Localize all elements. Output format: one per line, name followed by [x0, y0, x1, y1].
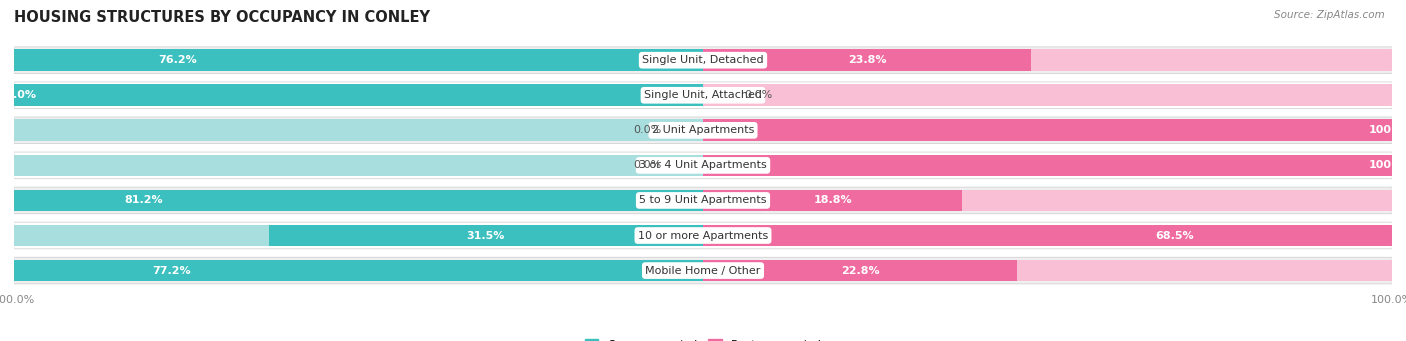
Bar	[0, 190, 703, 211]
FancyBboxPatch shape	[14, 117, 1392, 144]
Bar	[703, 225, 1406, 247]
Bar	[703, 154, 1392, 176]
Bar	[269, 225, 703, 247]
Text: 31.5%: 31.5%	[467, 231, 505, 240]
Text: 100.0%: 100.0%	[0, 90, 37, 100]
Bar	[703, 190, 962, 211]
Text: Mobile Home / Other: Mobile Home / Other	[645, 266, 761, 276]
FancyBboxPatch shape	[14, 152, 1392, 179]
Bar	[14, 154, 703, 176]
Bar	[14, 119, 703, 141]
Text: 0.0%: 0.0%	[744, 90, 772, 100]
Bar	[703, 260, 1017, 281]
Bar	[703, 190, 1392, 211]
Text: Source: ZipAtlas.com: Source: ZipAtlas.com	[1274, 10, 1385, 20]
FancyBboxPatch shape	[14, 47, 1392, 74]
Bar	[14, 49, 703, 71]
Bar	[703, 84, 1392, 106]
Bar	[703, 49, 1031, 71]
Text: 10 or more Apartments: 10 or more Apartments	[638, 231, 768, 240]
Bar	[0, 84, 703, 106]
Text: 77.2%: 77.2%	[152, 266, 190, 276]
Bar	[14, 84, 703, 106]
Text: 76.2%: 76.2%	[159, 55, 197, 65]
Text: 18.8%: 18.8%	[813, 195, 852, 205]
Bar	[14, 225, 703, 247]
Text: 23.8%: 23.8%	[848, 55, 886, 65]
Bar	[0, 49, 703, 71]
Bar	[703, 260, 1392, 281]
Bar	[703, 119, 1392, 141]
Text: 0.0%: 0.0%	[634, 125, 662, 135]
Bar	[703, 225, 1392, 247]
FancyBboxPatch shape	[14, 222, 1392, 249]
Text: 2 Unit Apartments: 2 Unit Apartments	[652, 125, 754, 135]
FancyBboxPatch shape	[14, 82, 1392, 108]
FancyBboxPatch shape	[14, 187, 1392, 214]
Text: 100.0%: 100.0%	[1369, 160, 1406, 170]
Text: Single Unit, Attached: Single Unit, Attached	[644, 90, 762, 100]
Text: 100.0%: 100.0%	[1369, 125, 1406, 135]
Text: Single Unit, Detached: Single Unit, Detached	[643, 55, 763, 65]
Text: 81.2%: 81.2%	[124, 195, 163, 205]
Text: 3 or 4 Unit Apartments: 3 or 4 Unit Apartments	[640, 160, 766, 170]
Bar	[14, 260, 703, 281]
FancyBboxPatch shape	[14, 257, 1392, 284]
Legend: Owner-occupied, Renter-occupied: Owner-occupied, Renter-occupied	[581, 335, 825, 341]
Text: 5 to 9 Unit Apartments: 5 to 9 Unit Apartments	[640, 195, 766, 205]
Text: 22.8%: 22.8%	[841, 266, 879, 276]
Text: 68.5%: 68.5%	[1156, 231, 1194, 240]
Bar	[0, 260, 703, 281]
Bar	[14, 190, 703, 211]
Text: 0.0%: 0.0%	[634, 160, 662, 170]
Bar	[703, 119, 1406, 141]
Bar	[703, 154, 1406, 176]
Bar	[703, 49, 1392, 71]
Text: HOUSING STRUCTURES BY OCCUPANCY IN CONLEY: HOUSING STRUCTURES BY OCCUPANCY IN CONLE…	[14, 10, 430, 25]
